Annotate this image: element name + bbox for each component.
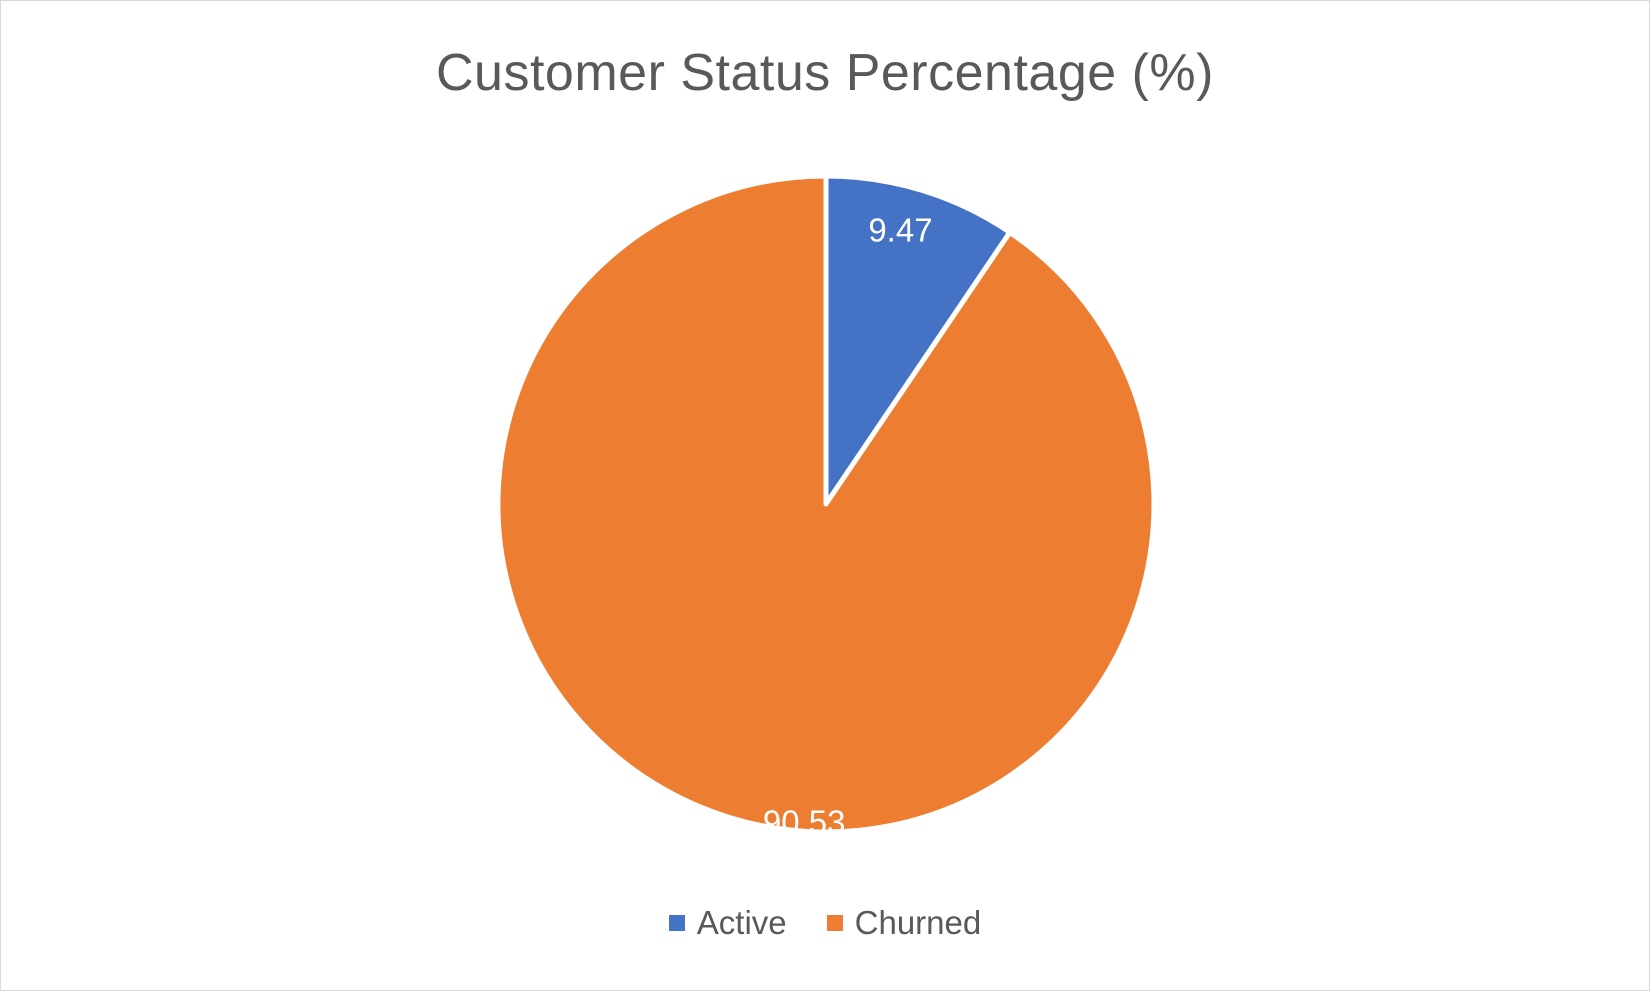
legend-item-active[interactable]: Active — [668, 904, 787, 942]
legend-label-active: Active — [696, 904, 787, 941]
legend: Active Churned — [1, 904, 1649, 942]
legend-swatch-active — [668, 915, 685, 931]
legend-swatch-churned — [826, 915, 843, 931]
pie-slice-active[interactable] — [823, 173, 1013, 507]
legend-label-churned: Churned — [854, 904, 982, 941]
pie-slices — [495, 173, 1157, 835]
pie-data-labels: 9.47 90.53 — [763, 211, 933, 840]
pie-slice-churned[interactable] — [495, 173, 1157, 835]
data-label-active: 9.47 — [868, 211, 932, 248]
chart-title: Customer Status Percentage (%) — [436, 44, 1214, 102]
data-label-churned: 90.53 — [763, 803, 846, 840]
legend-item-churned[interactable]: Churned — [826, 904, 982, 942]
